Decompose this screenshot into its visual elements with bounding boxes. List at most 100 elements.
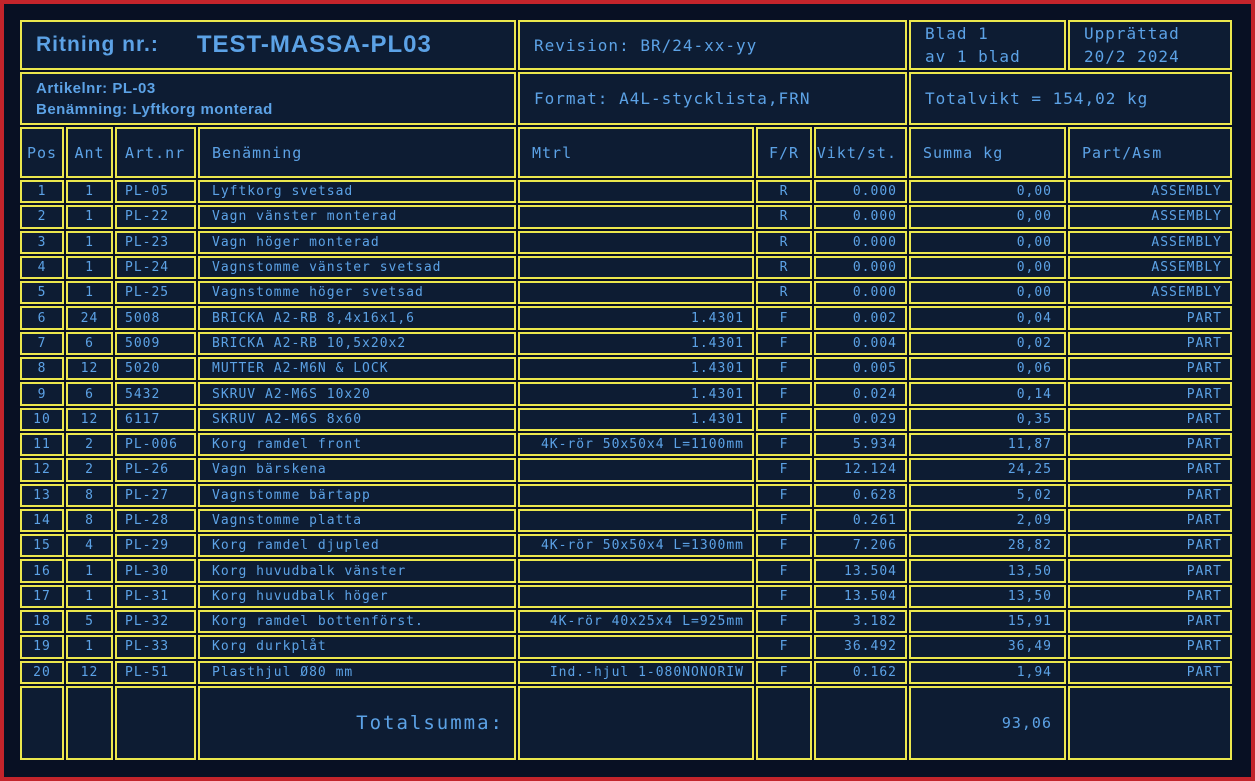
row-ant-cell: 1 (66, 559, 113, 583)
row-vikt-cell: 36.492 (814, 635, 907, 659)
article-designation: Benämning: Lyftkorg monterad (36, 100, 273, 118)
row-vikt-cell: 0.005 (814, 357, 907, 381)
row-pos-cell: 9 (20, 382, 64, 406)
row-fr-cell: F (756, 610, 812, 634)
row-ant-cell: 2 (66, 432, 113, 457)
row-summa-cell: 13,50 (909, 559, 1066, 583)
row-artnr-cell: PL-25 (115, 281, 196, 305)
row-vikt-cell: 0.261 (814, 508, 907, 533)
row-mtrl-cell (518, 584, 754, 609)
row-artnr-cell: PL-26 (115, 458, 196, 482)
created-date: 20/2 2024 (1084, 47, 1180, 66)
row-benamning-cell: BRICKA A2-RB 10,5x20x2 (198, 331, 516, 356)
row-ant-cell: 1 (66, 584, 113, 609)
row-mtrl-cell (518, 230, 754, 254)
row-ant-cell: 6 (66, 331, 113, 356)
row-ant-cell: 5 (66, 610, 113, 634)
row-pos-cell: 3 (20, 230, 64, 254)
total-weight-text: Totalvikt = 154,02 kg (925, 89, 1149, 108)
row-fr-cell: R (756, 230, 812, 254)
row-pos-cell: 16 (20, 559, 64, 583)
total-row-ant-cell (66, 685, 113, 760)
row-vikt-cell: 0.000 (814, 230, 907, 254)
row-ant-cell: 1 (66, 180, 113, 204)
row-mtrl-cell (518, 635, 754, 659)
row-summa-cell: 0,14 (909, 382, 1066, 406)
row-mtrl-cell (518, 205, 754, 229)
row-part-cell: ASSEMBLY (1068, 180, 1232, 204)
col-header-benamning: Benämning (198, 127, 516, 178)
row-artnr-cell: PL-22 (115, 205, 196, 229)
row-artnr-cell: 5432 (115, 382, 196, 406)
row-mtrl-cell: 1.4301 (518, 306, 754, 330)
row-fr-cell: F (756, 559, 812, 583)
row-part-cell: PART (1068, 382, 1232, 406)
row-mtrl-cell (518, 281, 754, 305)
total-row-artnr-cell (115, 685, 196, 760)
row-summa-cell: 24,25 (909, 458, 1066, 482)
total-row-pos-cell (20, 685, 64, 760)
row-fr-cell: F (756, 584, 812, 609)
row-mtrl-cell: 1.4301 (518, 382, 754, 406)
row-benamning-cell: Lyftkorg svetsad (198, 180, 516, 204)
row-fr-cell: F (756, 306, 812, 330)
row-summa-cell: 0,06 (909, 357, 1066, 381)
row-fr-cell: F (756, 407, 812, 431)
row-fr-cell: R (756, 281, 812, 305)
total-row-mtrl-cell (518, 685, 754, 760)
row-mtrl-cell: 4K-rör 50x50x4 L=1100mm (518, 432, 754, 457)
row-summa-cell: 2,09 (909, 508, 1066, 533)
row-pos-cell: 18 (20, 610, 64, 634)
total-weight-cell: Totalvikt = 154,02 kg (909, 72, 1232, 125)
row-fr-cell: R (756, 255, 812, 280)
row-pos-cell: 6 (20, 306, 64, 330)
parts-list-sheet: Ritning nr.: TEST-MASSA-PL03 Revision: B… (20, 20, 1232, 762)
row-artnr-cell: PL-31 (115, 584, 196, 609)
col-header-pos: Pos (20, 127, 64, 178)
row-benamning-cell: Vagnstomme bärtapp (198, 483, 516, 507)
row-part-cell: PART (1068, 483, 1232, 507)
drawing-number-value: TEST-MASSA-PL03 (196, 31, 432, 58)
row-benamning-cell: SKRUV A2-M6S 8x60 (198, 407, 516, 431)
row-benamning-cell: Korg ramdel front (198, 432, 516, 457)
row-vikt-cell: 13.504 (814, 559, 907, 583)
row-artnr-cell: PL-28 (115, 508, 196, 533)
row-mtrl-cell: 4K-rör 50x50x4 L=1300mm (518, 534, 754, 558)
row-vikt-cell: 0.029 (814, 407, 907, 431)
row-mtrl-cell (518, 180, 754, 204)
row-fr-cell: F (756, 382, 812, 406)
row-part-cell: PART (1068, 559, 1232, 583)
row-part-cell: PART (1068, 508, 1232, 533)
row-artnr-cell: 5008 (115, 306, 196, 330)
total-label-cell: Totalsumma: (198, 685, 516, 760)
row-mtrl-cell (518, 508, 754, 533)
row-vikt-cell: 0.002 (814, 306, 907, 330)
row-fr-cell: F (756, 458, 812, 482)
row-summa-cell: 0,04 (909, 306, 1066, 330)
row-part-cell: PART (1068, 306, 1232, 330)
row-artnr-cell: 5020 (115, 357, 196, 381)
title-block-drawing-number: Ritning nr.: TEST-MASSA-PL03 (20, 20, 516, 70)
row-part-cell: PART (1068, 610, 1232, 634)
row-vikt-cell: 7.206 (814, 534, 907, 558)
row-benamning-cell: Plasthjul Ø80 mm (198, 660, 516, 684)
row-fr-cell: F (756, 660, 812, 684)
row-summa-cell: 36,49 (909, 635, 1066, 659)
row-summa-cell: 15,91 (909, 610, 1066, 634)
row-vikt-cell: 13.504 (814, 584, 907, 609)
row-summa-cell: 0,00 (909, 255, 1066, 280)
row-vikt-cell: 3.182 (814, 610, 907, 634)
row-pos-cell: 19 (20, 635, 64, 659)
row-artnr-cell: PL-006 (115, 432, 196, 457)
row-part-cell: PART (1068, 584, 1232, 609)
row-benamning-cell: Korg ramdel djupled (198, 534, 516, 558)
row-fr-cell: F (756, 357, 812, 381)
row-pos-cell: 7 (20, 331, 64, 356)
row-artnr-cell: PL-30 (115, 559, 196, 583)
format-cell: Format: A4L-stycklista,FRN (518, 72, 907, 125)
row-ant-cell: 1 (66, 255, 113, 280)
row-benamning-cell: Korg huvudbalk höger (198, 584, 516, 609)
row-summa-cell: 5,02 (909, 483, 1066, 507)
row-part-cell: ASSEMBLY (1068, 281, 1232, 305)
